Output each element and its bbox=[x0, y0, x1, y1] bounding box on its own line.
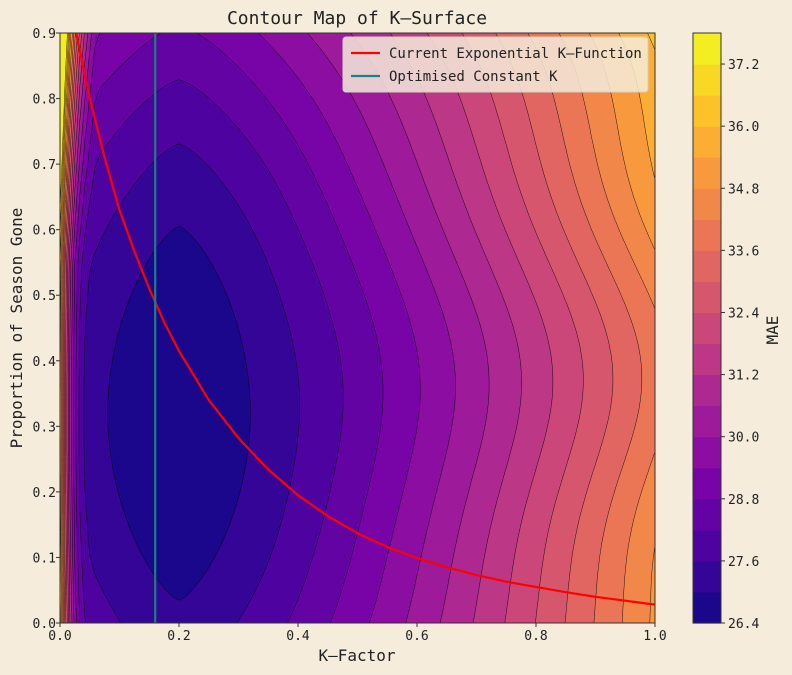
y-tick-label: 0.1 bbox=[33, 551, 56, 566]
y-tick-label: 0.6 bbox=[33, 224, 56, 239]
colorbar-band bbox=[693, 95, 721, 127]
colorbar-bands bbox=[693, 33, 721, 624]
y-axis-label: Proportion of Season Gone bbox=[7, 208, 26, 449]
colorbar-band bbox=[693, 281, 721, 314]
colorbar-tick-label: 27.6 bbox=[728, 555, 759, 570]
legend-box bbox=[342, 36, 649, 93]
colorbar-tick-label: 36.0 bbox=[728, 120, 759, 135]
contour-line-4 bbox=[75, 33, 384, 623]
colorbar-band bbox=[693, 436, 721, 469]
colorbar-tick-label: 33.6 bbox=[728, 244, 759, 259]
colorbar-band bbox=[693, 343, 721, 376]
chart-title: Contour Map of K—Surface bbox=[227, 8, 487, 29]
y-tick-label: 0.7 bbox=[33, 158, 56, 173]
colorbar-frame bbox=[692, 32, 722, 624]
series-layer bbox=[75, 33, 655, 623]
colorbar-band bbox=[693, 33, 721, 65]
colorbar-band bbox=[693, 374, 721, 407]
y-tick-label: 0.0 bbox=[33, 617, 56, 632]
colorbar-band bbox=[693, 498, 721, 531]
y-tick-label: 0.8 bbox=[33, 93, 56, 108]
x-tick-label: 1.0 bbox=[643, 629, 666, 644]
colorbar-tick-label: 32.4 bbox=[728, 306, 759, 321]
colorbar-band bbox=[693, 591, 721, 624]
x-tick-label: 0.4 bbox=[286, 629, 310, 644]
contour-line-17 bbox=[60, 33, 69, 237]
colorbar-band bbox=[693, 188, 721, 220]
contour-surface bbox=[60, 33, 655, 623]
plot-frame bbox=[59, 32, 656, 624]
colorbar-tick-label: 30.0 bbox=[728, 431, 759, 446]
colorbar-tick-label: 28.8 bbox=[728, 493, 759, 508]
contour-line-14 bbox=[61, 33, 655, 623]
series-exponential-k-function bbox=[75, 33, 655, 606]
colorbar-tick-label: 31.2 bbox=[728, 369, 759, 384]
colorbar-band bbox=[693, 560, 721, 593]
colorbar-band bbox=[693, 219, 721, 251]
contour-line-3 bbox=[78, 79, 344, 623]
contour-line-2 bbox=[83, 143, 300, 623]
contour-line-10 bbox=[65, 33, 584, 623]
contour-line-1 bbox=[107, 225, 251, 601]
x-tick-label: 0.0 bbox=[48, 629, 71, 644]
colorbar-tick-label: 37.2 bbox=[728, 58, 759, 73]
colorbar-band bbox=[693, 64, 721, 96]
colorbar-band bbox=[693, 250, 721, 283]
legend: Current Exponential K—Function Optimised… bbox=[342, 36, 649, 93]
colorbar-band bbox=[693, 529, 721, 562]
x-axis-label: K—Factor bbox=[318, 646, 395, 665]
colorbar-band bbox=[693, 467, 721, 500]
colorbar: 26.4 27.6 28.8 30.0 31.2 32.4 33.6 34.8 36.0 37.2… bbox=[692, 32, 782, 632]
y-axis: 0.0 0.1 0.2 0.3 0.4 0.5 0.6 0.7 0.8 0.9 bbox=[33, 27, 60, 632]
contour-line-9 bbox=[66, 33, 554, 623]
legend-label-exponential: Current Exponential K—Function bbox=[389, 46, 642, 62]
y-tick-label: 0.9 bbox=[33, 27, 56, 42]
contour-line-11 bbox=[64, 33, 614, 623]
colorbar-band bbox=[693, 405, 721, 438]
legend-label-constant: Optimised Constant K bbox=[389, 69, 558, 85]
y-tick-label: 0.3 bbox=[33, 420, 56, 435]
colorbar-label: MAE bbox=[763, 316, 782, 345]
x-tick-label: 0.2 bbox=[167, 629, 190, 644]
colorbar-band bbox=[693, 126, 721, 158]
colorbar-tick-label: 34.8 bbox=[728, 182, 759, 197]
contour-line-5 bbox=[73, 33, 421, 623]
y-tick-label: 0.2 bbox=[33, 486, 56, 501]
y-tick-label: 0.4 bbox=[33, 355, 57, 370]
colorbar-ticks: 26.4 27.6 28.8 30.0 31.2 32.4 33.6 34.8 36.0 37.2 bbox=[721, 58, 759, 632]
plot-area bbox=[59, 32, 656, 624]
colorbar-tick-label: 26.4 bbox=[728, 617, 759, 632]
contour-line-12 bbox=[63, 33, 643, 623]
colorbar-band bbox=[693, 312, 721, 345]
y-tick-label: 0.5 bbox=[33, 289, 56, 304]
x-tick-label: 0.6 bbox=[405, 629, 428, 644]
colorbar-band bbox=[693, 157, 721, 189]
x-tick-label: 0.8 bbox=[524, 629, 547, 644]
x-axis: 0.0 0.2 0.4 0.6 0.8 1.0 bbox=[48, 623, 667, 644]
